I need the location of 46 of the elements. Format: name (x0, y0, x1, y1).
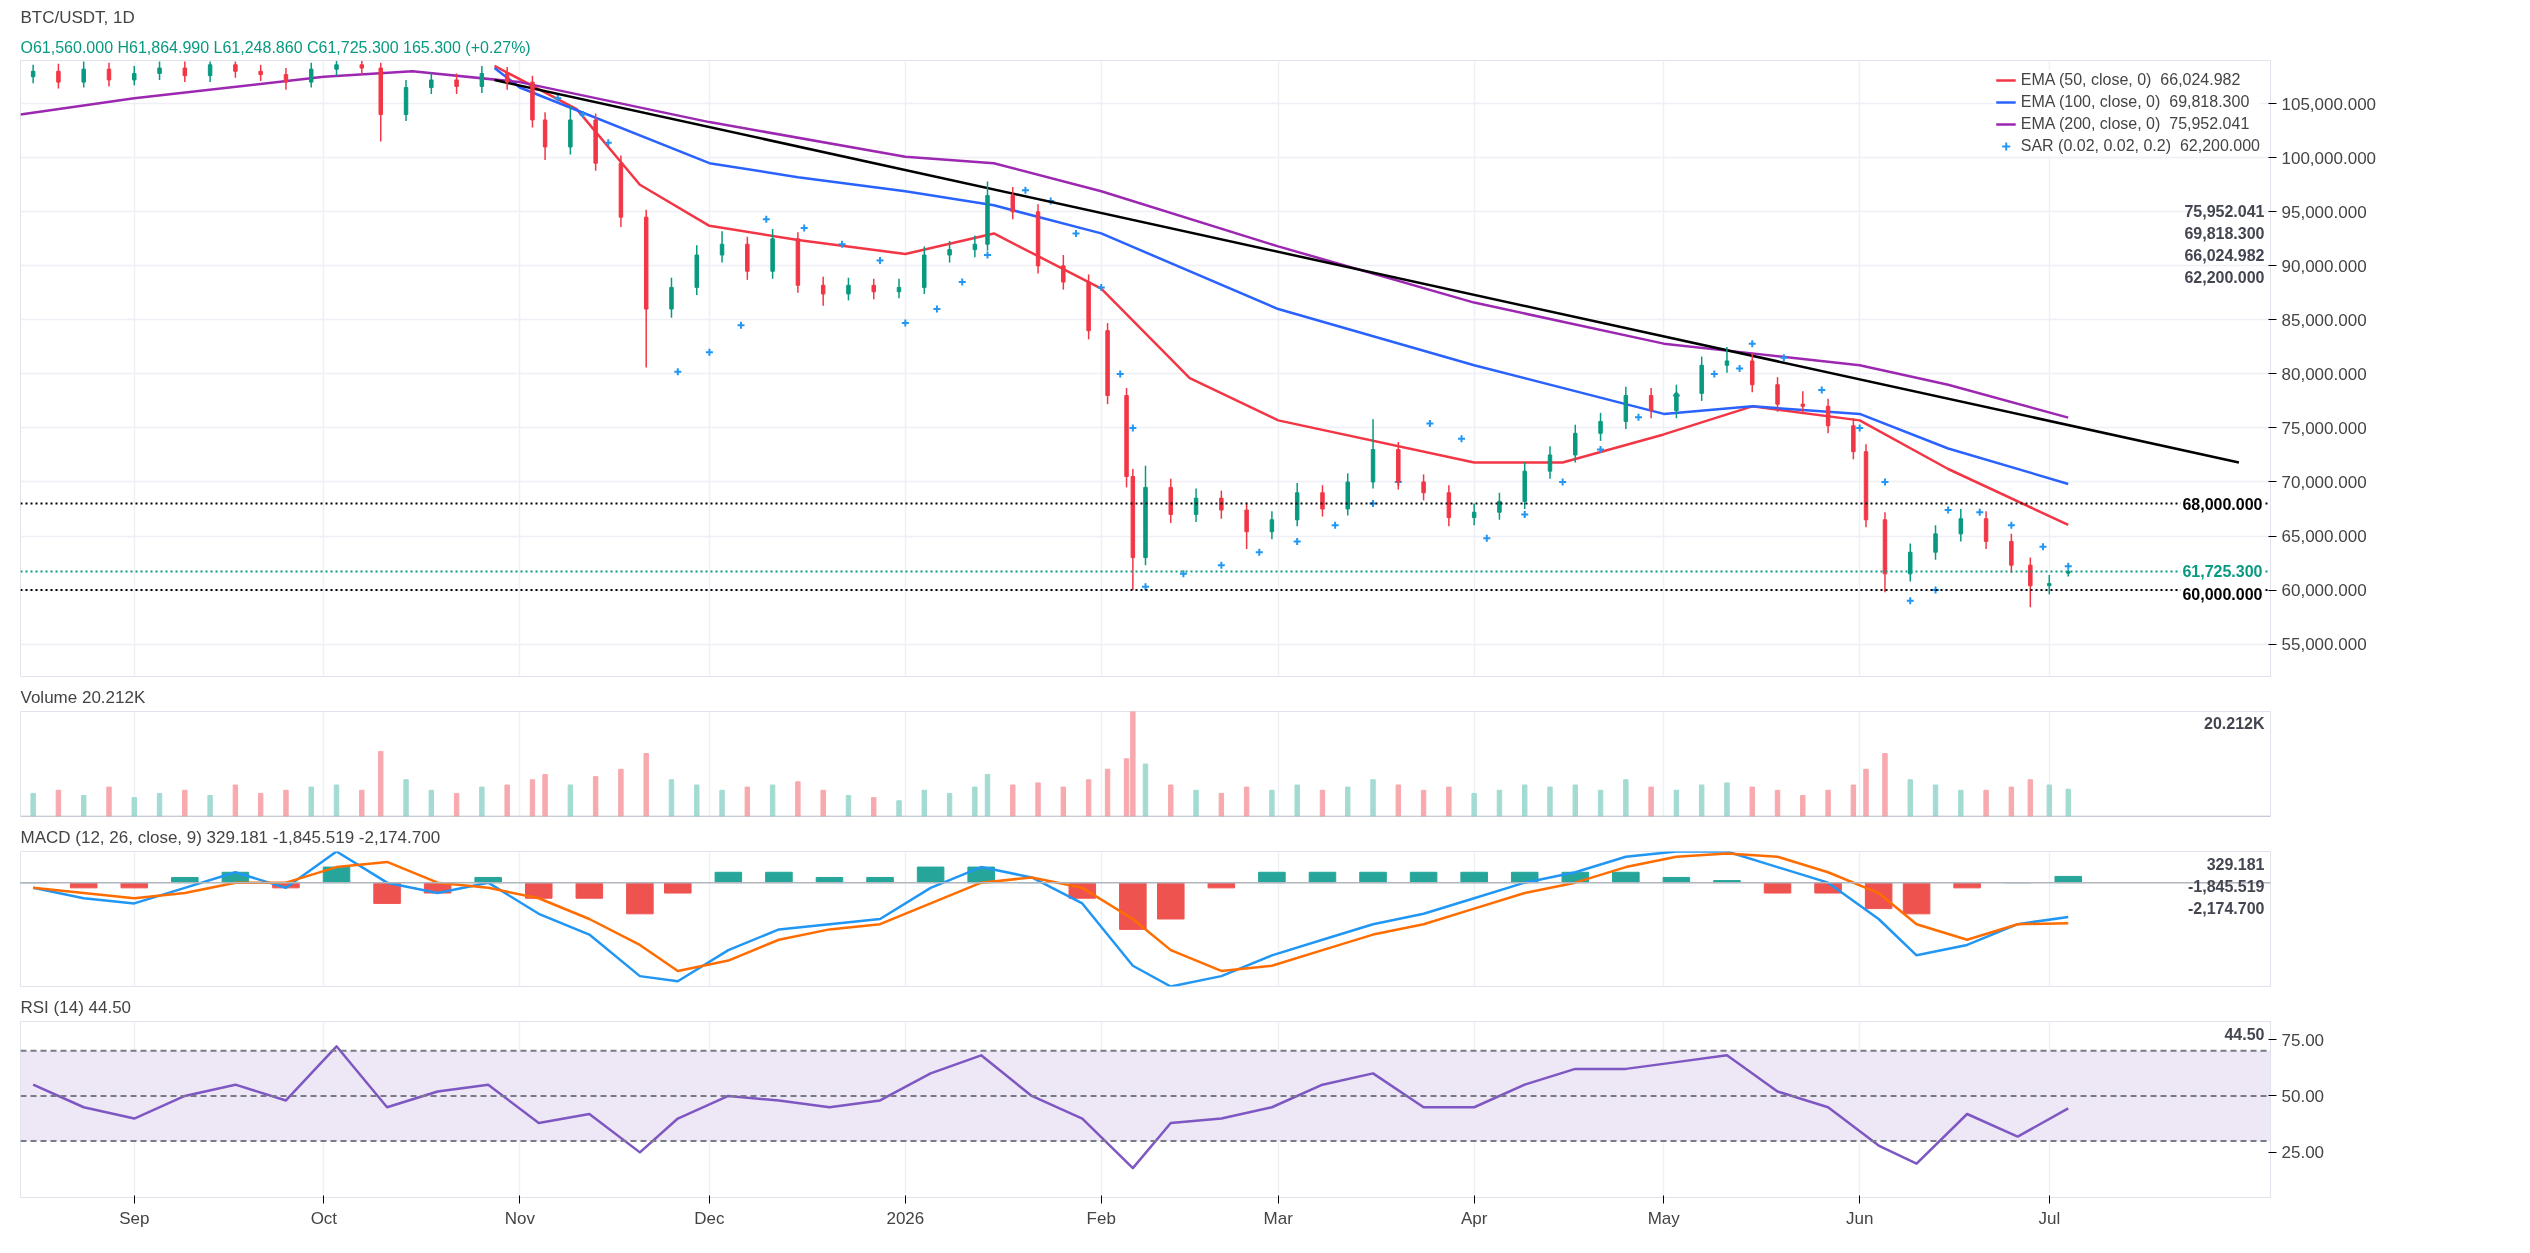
chart-title: Volume 20.212K (20, 687, 146, 707)
y-tick-label: 85,000.000 (2281, 310, 2367, 330)
x-tick-label: Apr (1460, 1208, 1488, 1228)
x-tick-label: Nov (504, 1208, 536, 1228)
y-tick-label: 80,000.000 (2281, 364, 2367, 384)
x-tick-label: Mar (1263, 1208, 1294, 1228)
annotation: 66,024.982 (2184, 246, 2265, 264)
ref-line-label: 61,725.300 (2182, 563, 2263, 581)
annotation: 329.181 (2206, 855, 2265, 873)
annotation: 69,818.300 (2184, 224, 2265, 242)
annotation: 20.212K (2204, 715, 2265, 732)
x-tick-label: May (1647, 1208, 1681, 1228)
y-tick-label: 75,000.000 (2281, 418, 2367, 438)
y-tick-label: 50.00 (2281, 1086, 2325, 1106)
x-tick-label: Oct (310, 1208, 338, 1228)
annotation: 44.50 (2224, 1025, 2265, 1043)
ref-line-label: 68,000.000 (2182, 495, 2263, 513)
y-tick-label: 60,000.000 (2281, 581, 2367, 601)
x-tick-label: Feb (1086, 1208, 1116, 1228)
legend-label: SAR (0.02, 0.02, 0.2) 62,200.000 (2020, 137, 2260, 155)
annotation: 75,952.041 (2184, 202, 2265, 220)
y-tick-label: 75.00 (2281, 1030, 2325, 1050)
x-tick-label: Dec (694, 1208, 726, 1228)
ref-line-label: 60,000.000 (2182, 585, 2263, 603)
annotation: -2,174.700 (2187, 899, 2265, 917)
chart-title: BTC/USDT, 1D (20, 7, 135, 27)
y-tick-label: 95,000.000 (2281, 202, 2367, 222)
legend-label: EMA (100, close, 0) 69,818.300 (2020, 93, 2250, 111)
x-tick-label: Jul (2038, 1208, 2061, 1228)
y-tick-label: 100,000.000 (2281, 148, 2377, 168)
legend-label: EMA (50, close, 0) 66,024.982 (2020, 71, 2241, 89)
legend-label: EMA (200, close, 0) 75,952.041 (2020, 115, 2250, 133)
x-tick-label: 2026 (886, 1208, 925, 1228)
y-tick-label: 70,000.000 (2281, 472, 2367, 492)
y-tick-label: 25.00 (2281, 1143, 2325, 1163)
x-tick-label: Jun (1845, 1208, 1874, 1228)
y-tick-label: 65,000.000 (2281, 527, 2367, 547)
x-tick-label: Sep (119, 1208, 150, 1228)
chart-title: MACD (12, 26, close, 9) 329.181 -1,845.519 -2,174.700 (20, 827, 441, 847)
chart-subtitle: O61,560.000 H61,864.990 L61,248.860 C61,725.300 165.300 (+0.27%) (20, 38, 531, 56)
y-tick-label: 105,000.000 (2281, 94, 2377, 114)
y-tick-label: 90,000.000 (2281, 256, 2367, 276)
annotation: -1,845.519 (2187, 877, 2265, 895)
chart-title: RSI (14) 44.50 (20, 997, 132, 1017)
annotation: 62,200.000 (2184, 268, 2265, 286)
y-tick-label: 55,000.000 (2281, 635, 2367, 655)
